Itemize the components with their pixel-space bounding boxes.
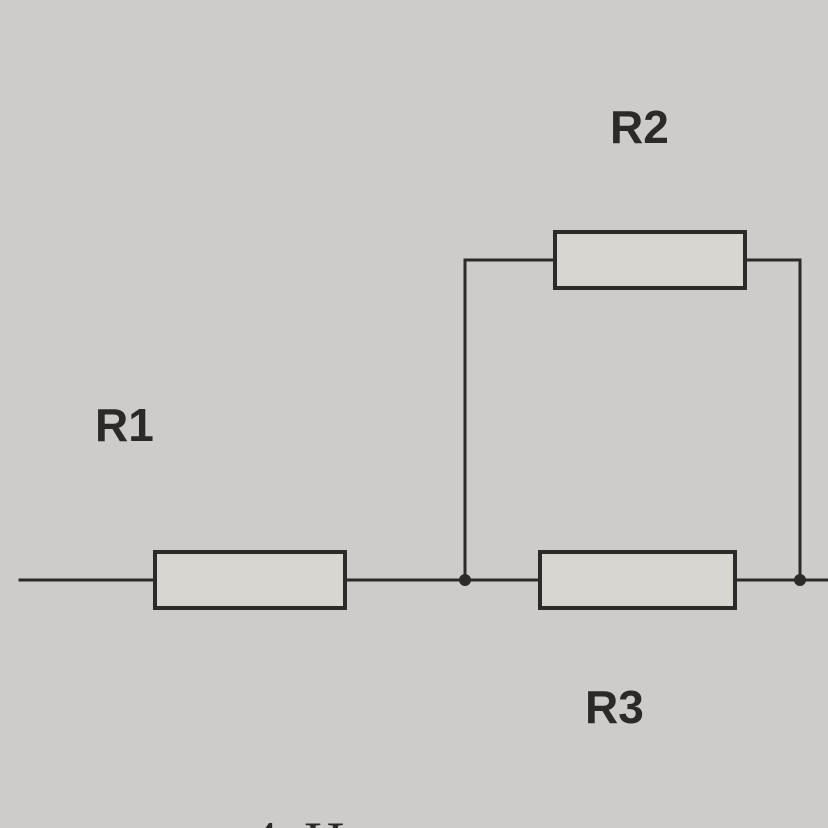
label-r3: R3 [585, 680, 644, 734]
circuit-diagram: R1 R2 R3 4 Н [0, 0, 828, 828]
label-r1: R1 [95, 398, 154, 452]
label-r2: R2 [610, 100, 669, 154]
cropped-bottom-text: 4 Н [250, 810, 350, 828]
